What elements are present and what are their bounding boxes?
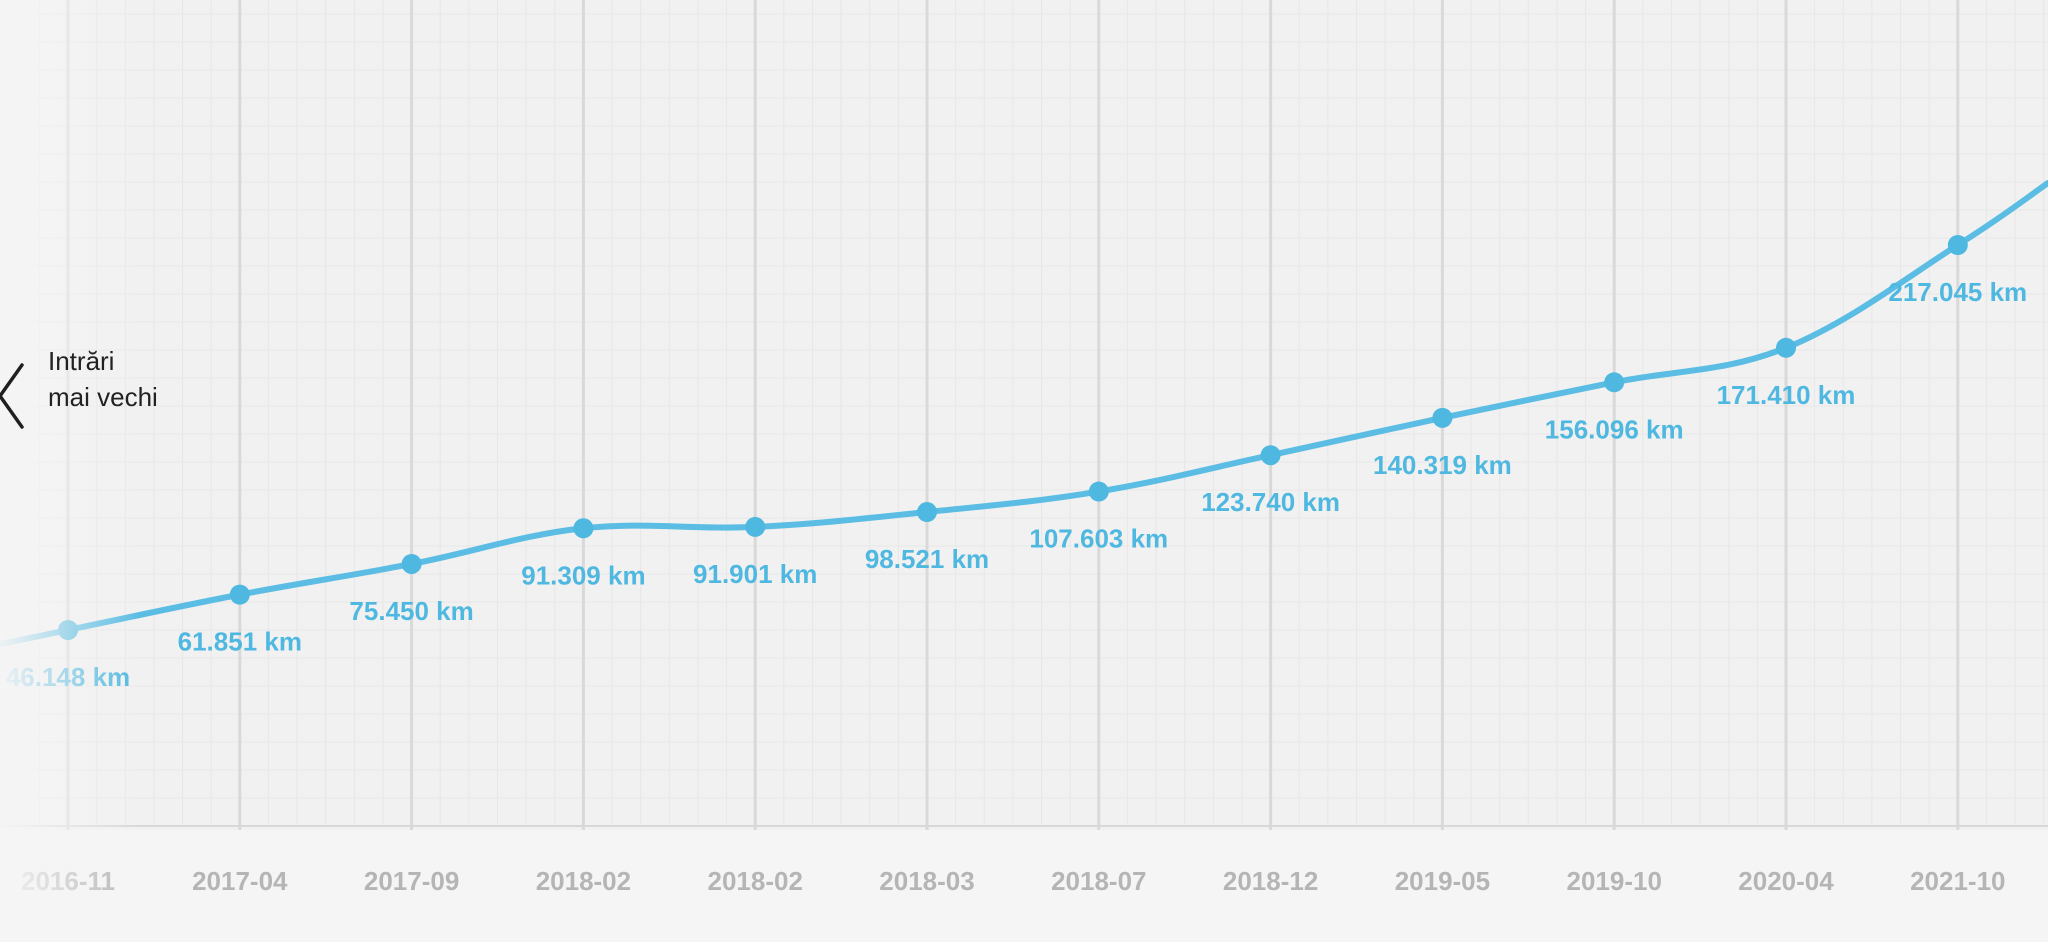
data-label: 61.851 km	[178, 627, 302, 657]
older-entries-label: Intrări mai vechi	[48, 346, 158, 412]
data-point[interactable]	[917, 502, 937, 523]
data-point[interactable]	[1260, 445, 1281, 466]
data-label: 171.410 km	[1717, 380, 1856, 410]
data-point[interactable]	[229, 584, 250, 605]
data-point[interactable]	[745, 516, 766, 537]
x-tick-label: 2020-04	[1738, 866, 1834, 896]
x-tick-label: 2019-10	[1566, 866, 1661, 896]
data-label: 75.450 km	[349, 596, 473, 626]
x-tick-label: 2019-05	[1395, 866, 1490, 896]
data-label: 46.148 km	[6, 662, 130, 692]
older-entries-button[interactable]: Intrări mai vechi	[0, 343, 170, 453]
data-point[interactable]	[401, 553, 422, 574]
x-tick-label: 2018-03	[879, 866, 974, 896]
data-label: 98.521 km	[865, 544, 989, 574]
chevron-left-icon	[0, 363, 24, 429]
data-point[interactable]	[1088, 481, 1109, 502]
data-label: 217.045 km	[1888, 277, 2027, 307]
data-point[interactable]	[573, 518, 594, 539]
x-tick-label: 2017-04	[192, 866, 288, 896]
x-tick-label: 2018-02	[536, 866, 631, 896]
data-point[interactable]	[1947, 235, 1968, 255]
x-tick-label: 2018-12	[1223, 866, 1318, 896]
x-tick-label: 2018-07	[1051, 866, 1146, 896]
data-point[interactable]	[1604, 372, 1625, 393]
x-tick-label: 2017-09	[364, 866, 459, 896]
x-tick-label: 2018-02	[707, 866, 802, 896]
x-axis-strip	[0, 830, 2048, 942]
chart-area	[0, 0, 2048, 830]
data-label: 91.309 km	[521, 560, 645, 590]
x-tick-labels: 2016-11 2017-04 2017-09 2018-02 2018-02 2018-…	[21, 866, 2006, 896]
data-points	[58, 235, 1968, 640]
data-label: 107.603 km	[1029, 524, 1168, 554]
data-label: 156.096 km	[1545, 414, 1684, 444]
data-point[interactable]	[1432, 407, 1453, 428]
data-label: 91.901 km	[693, 559, 817, 589]
grid-minor	[0, 0, 2048, 826]
data-point[interactable]	[58, 620, 78, 640]
data-label: 140.319 km	[1373, 450, 1512, 480]
data-point[interactable]	[1776, 337, 1796, 358]
x-tick-label: 2016-11	[21, 866, 115, 896]
x-tick-label: 2021-10	[1910, 866, 2005, 896]
data-label: 123.740 km	[1201, 487, 1340, 517]
series-line	[0, 180, 2048, 648]
